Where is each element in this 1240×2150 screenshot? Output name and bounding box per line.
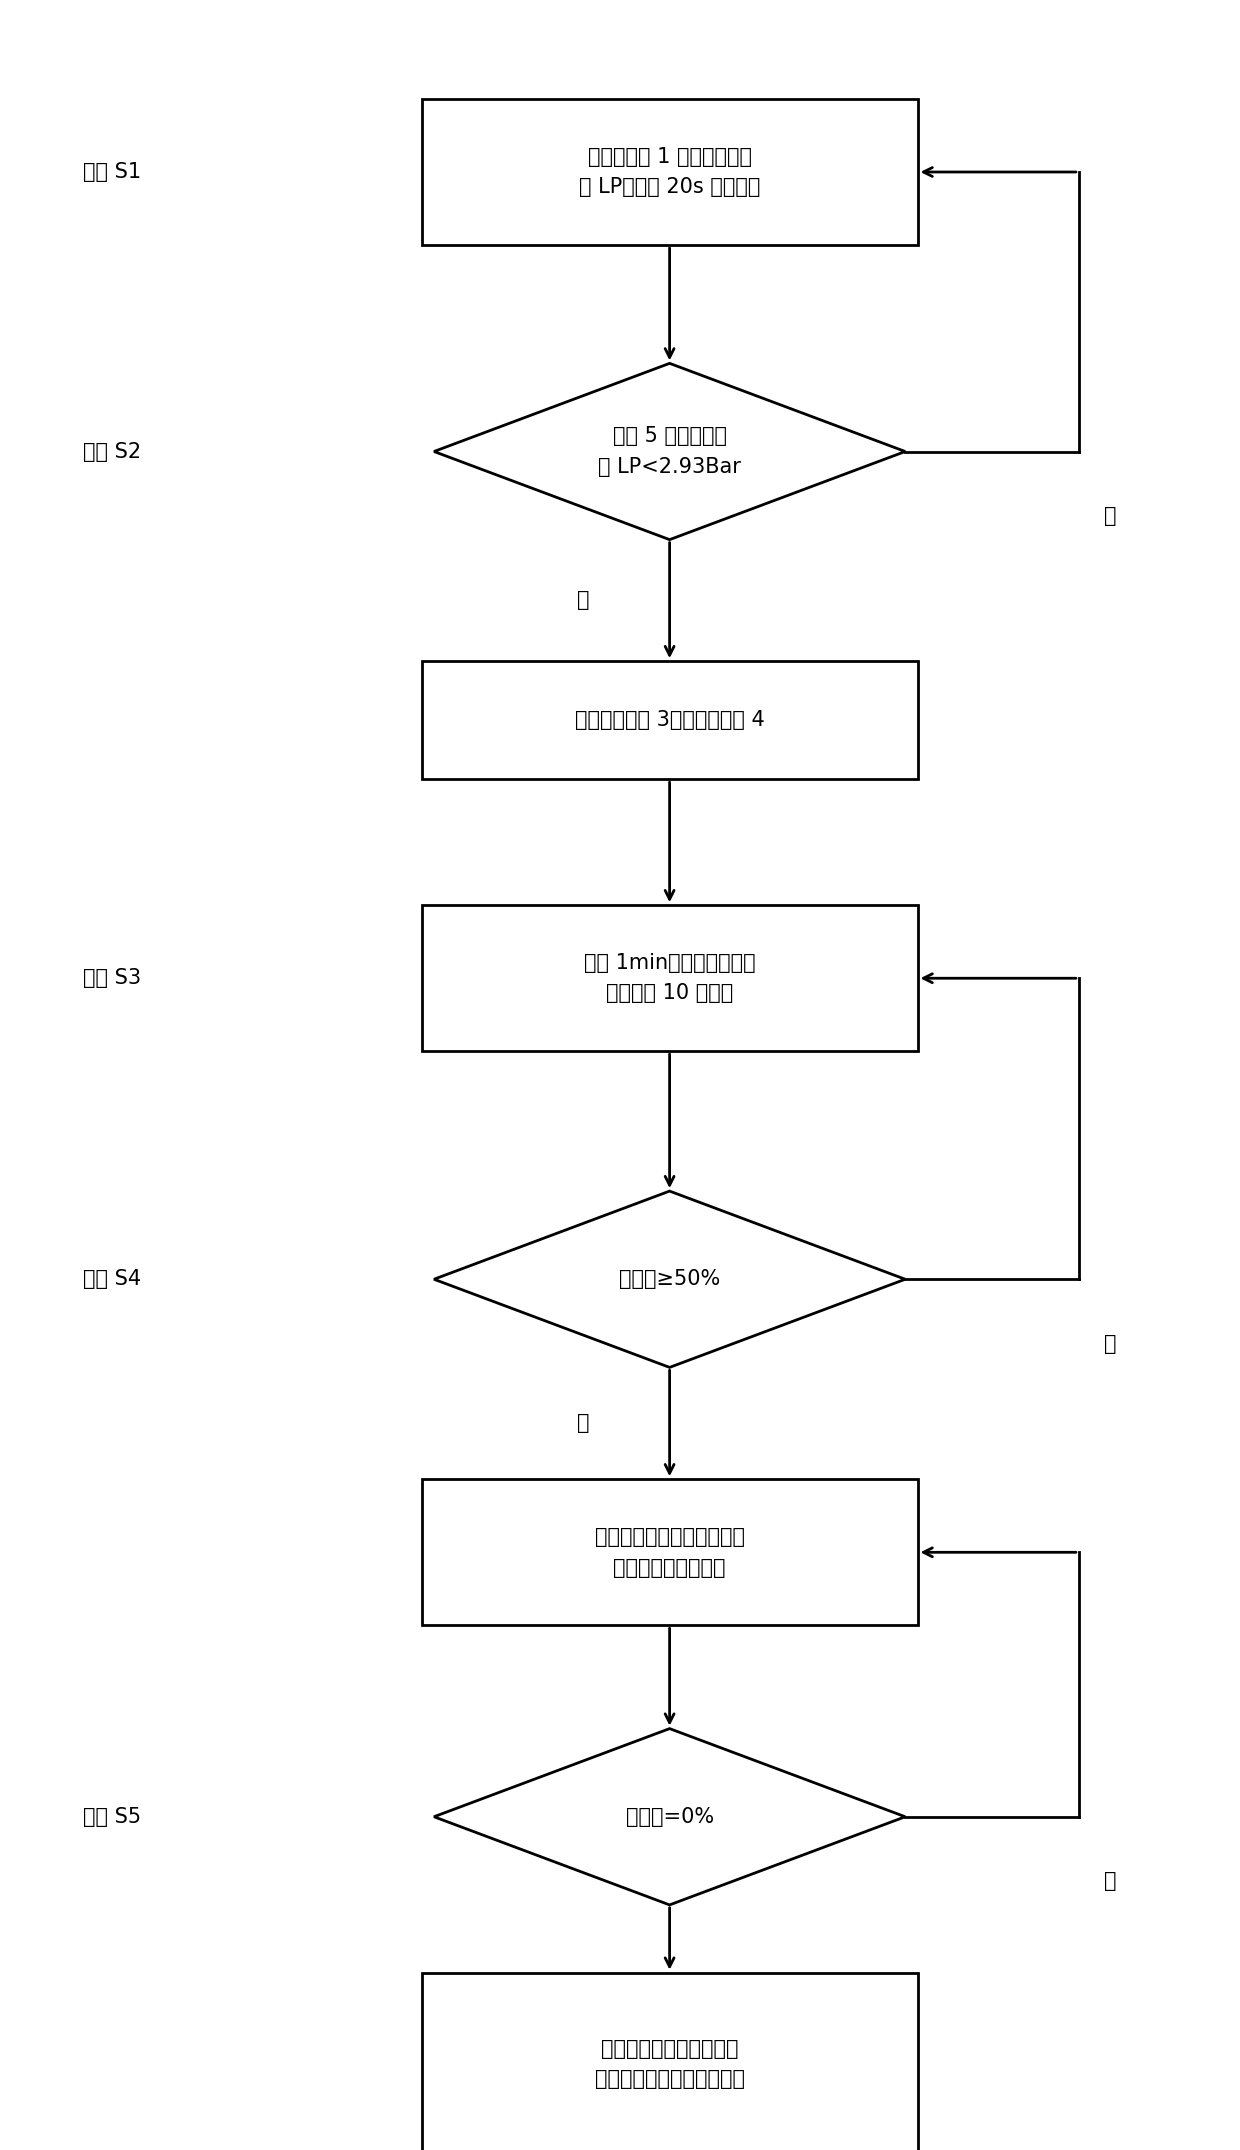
Text: 结霜率=0%: 结霜率=0% bbox=[625, 1806, 714, 1828]
Text: 否: 否 bbox=[1104, 505, 1116, 527]
Polygon shape bbox=[434, 1191, 905, 1367]
Text: 步骤 S3: 步骤 S3 bbox=[83, 968, 140, 989]
Bar bbox=[422, 99, 918, 245]
Bar bbox=[422, 905, 918, 1051]
Text: 每隔 1min，保存图像，保
存最近的 10 个周期: 每隔 1min，保存图像，保 存最近的 10 个周期 bbox=[584, 952, 755, 1004]
Text: 步骤 S4: 步骤 S4 bbox=[83, 1268, 140, 1290]
Text: 开启辅助光源 3，开启摄像头 4: 开启辅助光源 3，开启摄像头 4 bbox=[574, 710, 765, 731]
Polygon shape bbox=[434, 363, 905, 540]
Text: 是: 是 bbox=[577, 591, 589, 611]
Bar bbox=[422, 660, 918, 778]
Text: 总控制器发出退出除霜指
令，系统退出除霜控制逻辑: 总控制器发出退出除霜指 令，系统退出除霜控制逻辑 bbox=[595, 2038, 744, 2090]
Text: 否: 否 bbox=[1104, 1870, 1116, 1892]
Bar bbox=[422, 1974, 918, 2150]
Text: 低压传感器 1 监测系统低压
值 LP，每隔 20s 保存一次: 低压传感器 1 监测系统低压 值 LP，每隔 20s 保存一次 bbox=[579, 146, 760, 198]
Text: 结霜率≥50%: 结霜率≥50% bbox=[619, 1268, 720, 1290]
Polygon shape bbox=[434, 1729, 905, 1905]
Text: 连续 5 个周期，满
足 LP<2.93Bar: 连续 5 个周期，满 足 LP<2.93Bar bbox=[598, 426, 742, 477]
Text: 步骤 S1: 步骤 S1 bbox=[83, 161, 140, 183]
Text: 是: 是 bbox=[577, 1413, 589, 1434]
Bar bbox=[422, 1479, 918, 1625]
Text: 步骤 S5: 步骤 S5 bbox=[83, 1806, 140, 1828]
Text: 步骤 S2: 步骤 S2 bbox=[83, 441, 140, 462]
Text: 否: 否 bbox=[1104, 1333, 1116, 1354]
Text: 总控制器发出除霜指令，系
统进入除霜控制逻辑: 总控制器发出除霜指令，系 统进入除霜控制逻辑 bbox=[595, 1526, 744, 1578]
